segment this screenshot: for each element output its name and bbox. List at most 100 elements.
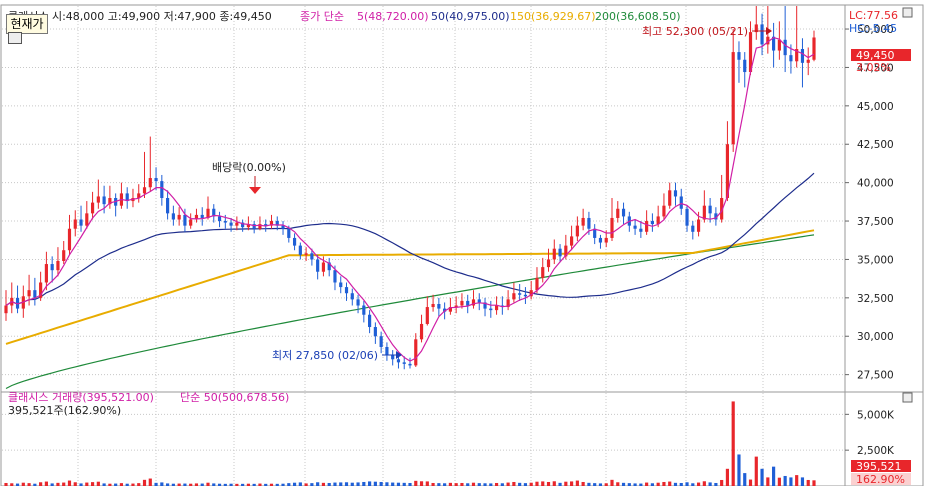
- candle-body: [142, 187, 147, 194]
- volume-bar: [385, 482, 389, 486]
- volume-bar: [691, 483, 695, 486]
- candle-body: [125, 193, 129, 202]
- volume-bar: [610, 479, 614, 486]
- volume-bar: [327, 482, 331, 486]
- volume-bar: [777, 477, 781, 486]
- candle-body: [344, 287, 349, 294]
- volume-bar: [668, 481, 672, 486]
- volume-bar: [166, 483, 170, 486]
- high-arrow-head: [766, 27, 772, 35]
- candle-body: [402, 362, 406, 364]
- candle-body: [56, 260, 60, 271]
- candle-body: [252, 224, 256, 229]
- volume-bar: [748, 479, 753, 486]
- volume-bar: [137, 483, 141, 486]
- volume-bar: [621, 482, 626, 486]
- price-tick-label: 35,000: [857, 254, 894, 266]
- stock-ohlc-header: 클래시스 시:48,000 고:49,900 저:47,900 종:49,450: [8, 10, 272, 23]
- volume-ma-header: 단순 50(500,678.56): [180, 391, 289, 404]
- volume-bar: [160, 482, 164, 486]
- volume-bar: [460, 482, 464, 486]
- volume-bar: [73, 482, 77, 486]
- candle-body: [604, 237, 608, 243]
- price-tick-label: 47,500: [857, 62, 894, 74]
- volume-bar: [350, 482, 354, 486]
- price-tick-label: 27,500: [857, 370, 894, 382]
- volume-bar: [650, 483, 654, 486]
- candle-body: [477, 299, 481, 303]
- candle-body: [356, 299, 360, 306]
- current-price-button[interactable]: 현재가: [6, 14, 48, 34]
- candle-body: [639, 228, 643, 232]
- price-panel-collapse-button[interactable]: [902, 7, 913, 18]
- candle-body: [362, 305, 366, 315]
- volume-bar: [298, 482, 302, 486]
- candle-body: [806, 59, 810, 63]
- volume-bar: [96, 481, 100, 486]
- candle-body: [737, 52, 741, 60]
- volume-bar: [189, 483, 193, 486]
- volume-bar: [102, 483, 106, 486]
- volume-panel-collapse-button[interactable]: [902, 392, 913, 403]
- volume-bar: [217, 483, 222, 486]
- candle-body: [777, 39, 781, 51]
- candle-body: [518, 293, 522, 295]
- volume-bar: [287, 483, 291, 486]
- candle-body: [437, 303, 441, 309]
- last-volume-tag-bg: [851, 460, 911, 472]
- candle-body: [662, 205, 666, 217]
- volume-bar: [598, 483, 603, 486]
- volume-bar: [448, 482, 452, 486]
- volume-bar: [62, 482, 66, 486]
- volume-bar: [108, 483, 112, 486]
- volume-bar: [552, 481, 556, 486]
- volume-bar: [806, 479, 810, 486]
- candle-body: [789, 55, 793, 62]
- volume-bar: [396, 482, 401, 486]
- volume-bar: [79, 483, 83, 486]
- volume-bar: [56, 482, 60, 486]
- price-tick-label: 40,000: [857, 178, 894, 190]
- volume-bar: [21, 482, 25, 486]
- last-price-tag-bg: [851, 49, 911, 61]
- volume-bar: [604, 483, 608, 486]
- volume-bar: [90, 482, 95, 486]
- low-arrow-head: [396, 351, 402, 359]
- dividend-annotation: 배당락(0.00%): [212, 161, 286, 174]
- candle-body: [67, 228, 72, 251]
- volume-bar: [148, 478, 152, 486]
- candle-body: [194, 214, 199, 220]
- volume-bar: [200, 483, 204, 486]
- volume-bar: [483, 483, 487, 486]
- candle-body: [466, 300, 470, 306]
- volume-bar: [316, 482, 320, 486]
- candle-body: [443, 308, 447, 312]
- candle-body: [587, 217, 591, 229]
- candle-body: [339, 282, 343, 288]
- volume-bar: [616, 482, 620, 486]
- candle-body: [264, 224, 268, 226]
- volume-bar: [593, 483, 597, 486]
- candle-body: [685, 208, 689, 226]
- candle-body: [483, 302, 487, 309]
- volume-bar: [246, 483, 250, 486]
- volume-bar: [795, 475, 799, 486]
- candle-body: [62, 250, 66, 261]
- grid-icon[interactable]: [8, 32, 22, 44]
- candle-body: [702, 205, 706, 220]
- volume-bar: [252, 483, 256, 486]
- candle-body: [575, 225, 579, 237]
- candle-body: [621, 208, 626, 217]
- volume-bar: [154, 482, 158, 486]
- ma200-line: [5, 234, 815, 390]
- volume-bar: [500, 483, 504, 486]
- candle-body: [714, 213, 718, 220]
- volume-bar: [656, 482, 660, 486]
- volume-bar: [275, 483, 279, 486]
- volume-bar: [772, 466, 776, 486]
- candle-body: [217, 216, 222, 222]
- ma200-legend: 200(36,608.50): [595, 10, 681, 23]
- candle-body: [610, 217, 614, 238]
- volume-bar: [44, 481, 48, 486]
